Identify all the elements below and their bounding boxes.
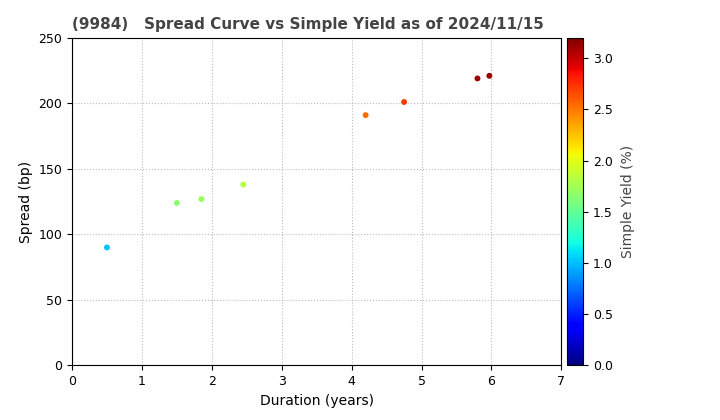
Point [102,244,113,251]
Text: (9984)   Spread Curve vs Simple Yield as of 2024/11/15: (9984) Spread Curve vs Simple Yield as o… [72,18,544,32]
Point [398,99,410,105]
X-axis label: Duration (years): Duration (years) [260,394,374,408]
Point [484,72,495,79]
Point [196,196,207,202]
Y-axis label: Simple Yield (%): Simple Yield (%) [621,145,635,258]
Y-axis label: Spread (bp): Spread (bp) [19,160,33,243]
Point [360,112,372,118]
Point [171,200,183,206]
Point [472,75,483,82]
Point [238,181,249,188]
